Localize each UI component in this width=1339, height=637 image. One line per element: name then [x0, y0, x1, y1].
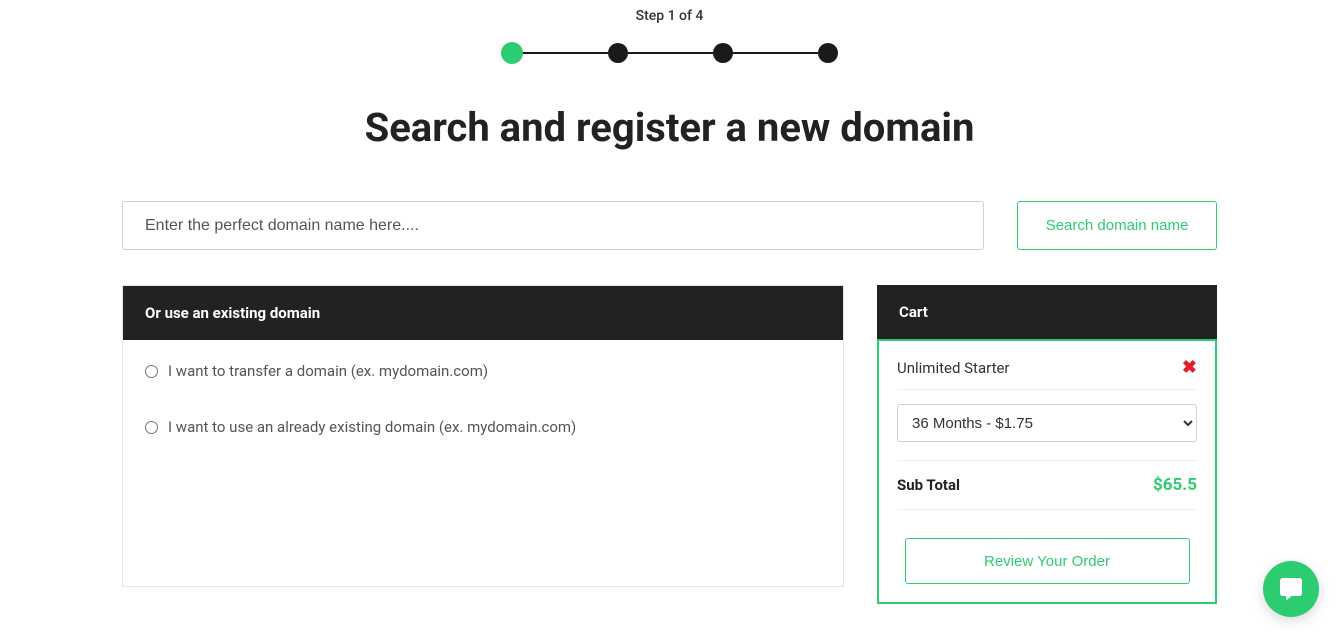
cart-box: Unlimited Starter ✖ 36 Months - $1.75 Su…: [877, 339, 1217, 604]
step-label: Step 1 of 4: [122, 8, 1217, 24]
step-dot-4: [818, 43, 838, 63]
review-order-button[interactable]: Review Your Order: [905, 538, 1190, 584]
chat-icon: [1277, 575, 1305, 603]
radio-option-use-existing[interactable]: I want to use an already existing domain…: [145, 418, 821, 436]
search-row: Search domain name: [122, 201, 1217, 250]
domain-search-input[interactable]: [122, 201, 984, 250]
cart-item-row: Unlimited Starter ✖: [897, 359, 1197, 390]
plan-select[interactable]: 36 Months - $1.75: [897, 404, 1197, 442]
remove-item-icon[interactable]: ✖: [1182, 359, 1197, 377]
step-dot-3: [713, 43, 733, 63]
cart-panel: Cart Unlimited Starter ✖ 36 Months - $1.…: [877, 285, 1217, 604]
radio-use-existing-input[interactable]: [145, 421, 158, 434]
cart-item-name: Unlimited Starter: [897, 359, 1010, 377]
existing-domain-body: I want to transfer a domain (ex. mydomai…: [123, 340, 843, 586]
subtotal-row: Sub Total $65.5: [897, 460, 1197, 510]
step-dot-2: [608, 43, 628, 63]
cart-header: Cart: [877, 285, 1217, 339]
step-line: [628, 52, 713, 54]
existing-domain-panel: Or use an existing domain I want to tran…: [122, 285, 844, 587]
radio-transfer-input[interactable]: [145, 365, 158, 378]
subtotal-label: Sub Total: [897, 476, 960, 494]
step-line: [523, 52, 608, 54]
step-dot-1: [501, 42, 523, 64]
stepper: [122, 42, 1217, 64]
search-domain-button[interactable]: Search domain name: [1017, 201, 1217, 250]
existing-domain-header: Or use an existing domain: [123, 286, 843, 340]
radio-transfer-label: I want to transfer a domain (ex. mydomai…: [168, 362, 488, 380]
chat-widget-icon[interactable]: [1263, 561, 1319, 617]
radio-option-transfer[interactable]: I want to transfer a domain (ex. mydomai…: [145, 362, 821, 380]
step-line: [733, 52, 818, 54]
page-title: Search and register a new domain: [122, 104, 1217, 151]
subtotal-value: $65.5: [1153, 475, 1197, 495]
radio-use-existing-label: I want to use an already existing domain…: [168, 418, 576, 436]
